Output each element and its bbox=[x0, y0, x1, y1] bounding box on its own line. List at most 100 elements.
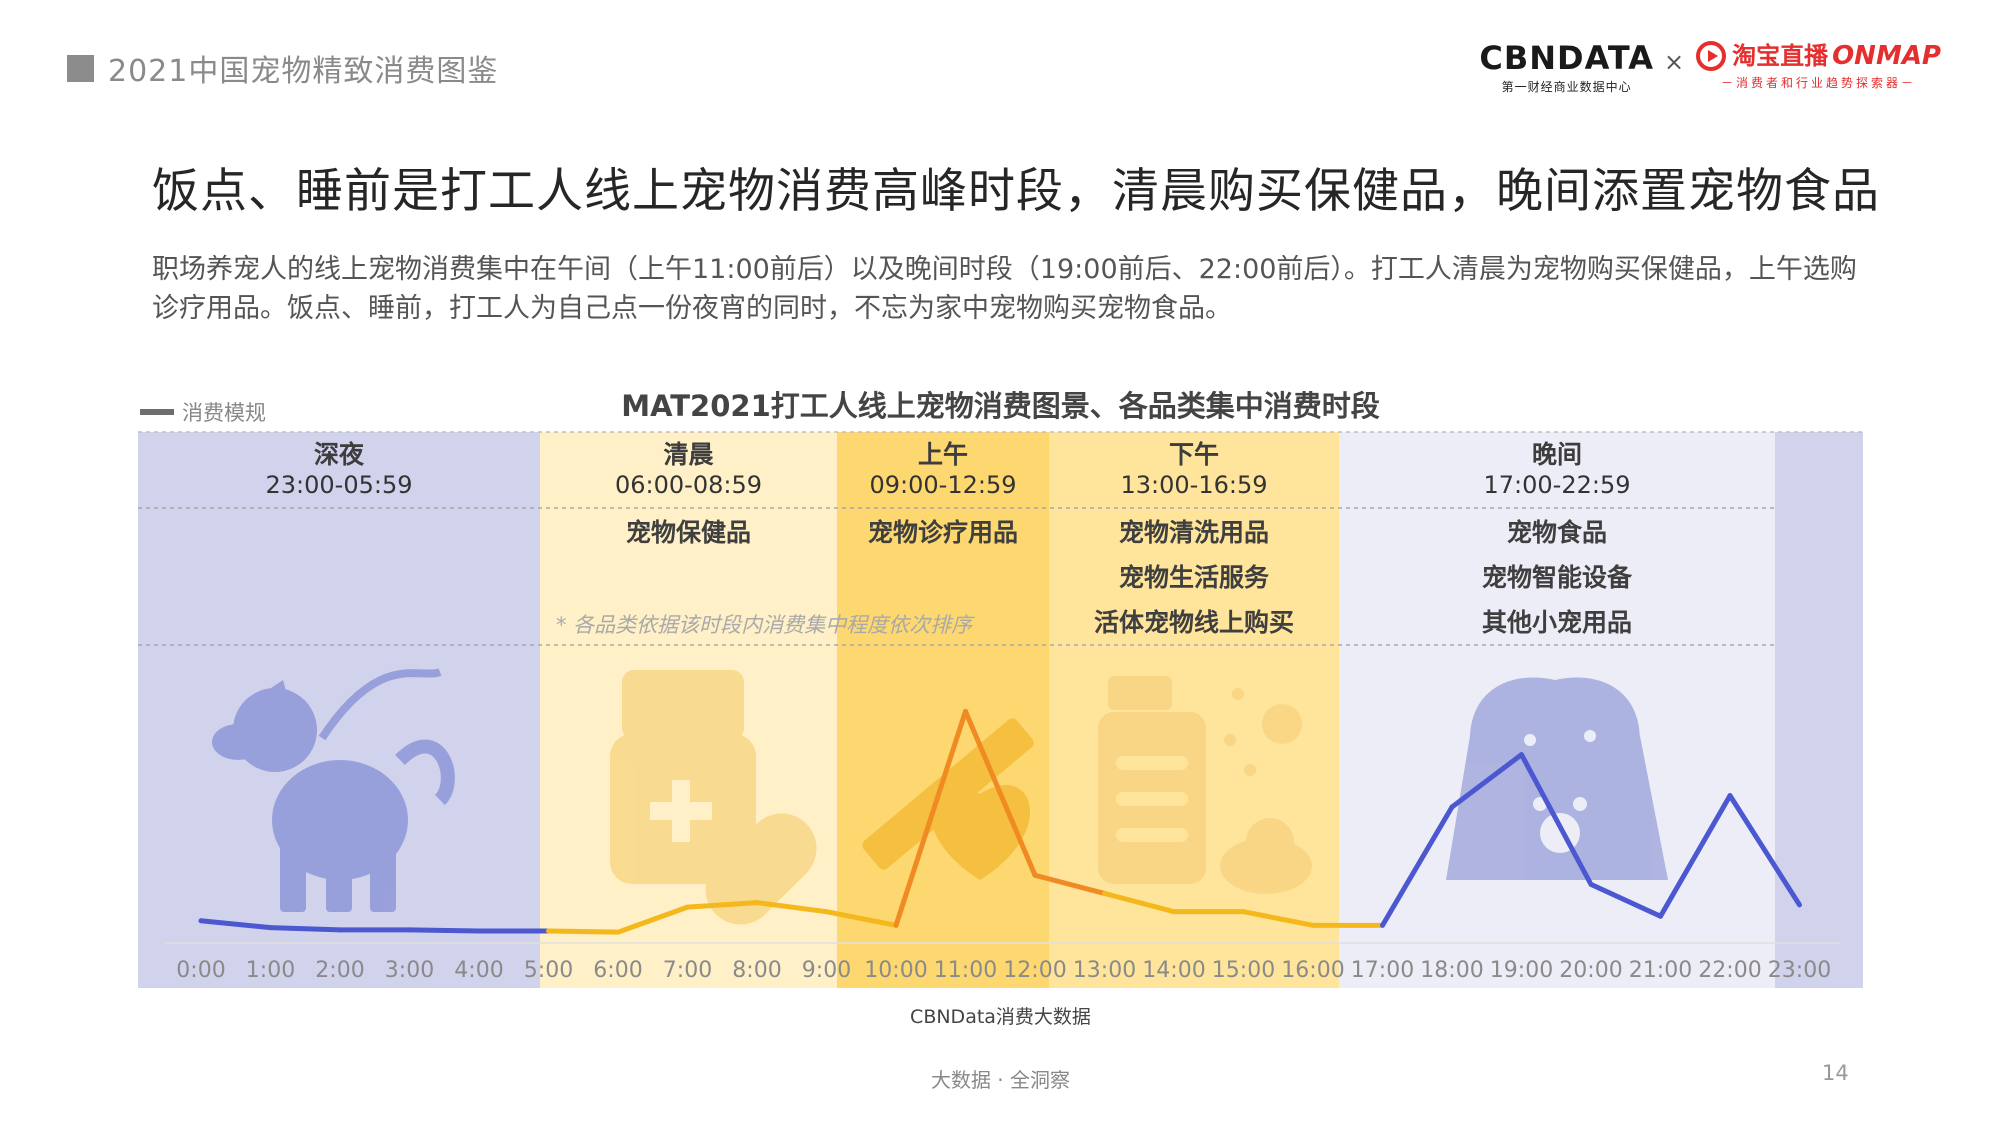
divider-lines bbox=[138, 431, 1863, 646]
x-tick-label: 12:00 bbox=[1003, 958, 1066, 983]
cbndata-wordmark: CBNDATA bbox=[1479, 39, 1654, 77]
x-tick-label: 18:00 bbox=[1420, 958, 1483, 983]
series-segment bbox=[1032, 872, 1107, 896]
series-line bbox=[198, 708, 1802, 935]
period-night: 深夜 23:00-05:59 bbox=[138, 440, 540, 500]
section-marker bbox=[67, 54, 94, 82]
series-segment bbox=[407, 927, 482, 934]
x-axis: 0:00 1:00 2:00 3:00 4:00 5:00 6:00 7:00 8:00 9:00… bbox=[165, 942, 1840, 983]
series-segment bbox=[268, 925, 343, 933]
category-item: 宠物清洗用品 bbox=[1118, 518, 1269, 547]
band-night-late bbox=[1775, 432, 1863, 988]
series-segment bbox=[1241, 909, 1316, 928]
x-tick-label: 11:00 bbox=[934, 958, 997, 983]
series-segment bbox=[1380, 804, 1455, 928]
x-tick-label: 8:00 bbox=[732, 958, 781, 983]
x-tick-label: 10:00 bbox=[864, 958, 927, 983]
series-segment bbox=[1588, 881, 1663, 919]
period-range: 23:00-05:59 bbox=[265, 471, 413, 499]
category-item: 其他小宠用品 bbox=[1481, 608, 1632, 637]
period-forenoon: 上午 09:00-12:59 bbox=[837, 440, 1049, 500]
period-evening: 晚间 17:00-22:59 bbox=[1339, 440, 1775, 500]
period-morning: 清晨 06:00-08:59 bbox=[540, 440, 837, 500]
supplement-bottle-icon bbox=[610, 670, 817, 925]
series-segment bbox=[546, 928, 621, 935]
x-tick-label: 4:00 bbox=[454, 958, 503, 983]
x-tick-label: 1:00 bbox=[246, 958, 295, 983]
page-number: 14 bbox=[1822, 1061, 1849, 1085]
x-tick-label: 13:00 bbox=[1073, 958, 1136, 983]
series-segment bbox=[754, 900, 829, 915]
category-item: 宠物诊疗用品 bbox=[867, 518, 1018, 547]
series-segment bbox=[685, 900, 760, 910]
x-tick-label: 23:00 bbox=[1768, 958, 1831, 983]
category-item: 宠物智能设备 bbox=[1481, 563, 1632, 592]
partner-logos: CBNDATA 第一财经商业数据中心 × 淘宝直播 ONMAP －消费者和行业趋… bbox=[1479, 40, 1941, 95]
x-tick-label: 19:00 bbox=[1490, 958, 1553, 983]
cbndata-logo: CBNDATA 第一财经商业数据中心 bbox=[1479, 40, 1654, 95]
band-forenoon bbox=[837, 432, 1049, 988]
onmap-wordmark: ONMAP bbox=[1832, 41, 1941, 71]
category-illustrations bbox=[212, 668, 1668, 925]
series-segment bbox=[615, 904, 690, 935]
series-segment bbox=[1658, 793, 1733, 919]
x-tick-label: 17:00 bbox=[1351, 958, 1414, 983]
onmap-subtitle: －消费者和行业趋势探索器－ bbox=[1721, 76, 1917, 90]
period-range: 09:00-12:59 bbox=[869, 471, 1017, 499]
x-tick-label: 15:00 bbox=[1212, 958, 1275, 983]
x-tick-label: 21:00 bbox=[1629, 958, 1692, 983]
category-list-afternoon: 宠物清洗用品 宠物生活服务 活体宠物线上购买 bbox=[1049, 510, 1339, 645]
x-tick-label: 20:00 bbox=[1559, 958, 1622, 983]
legend-label: 消费模规 bbox=[182, 401, 266, 425]
x-tick-label: 9:00 bbox=[802, 958, 851, 983]
x-tick-label: 2:00 bbox=[315, 958, 364, 983]
data-source: CBNData消费大数据 bbox=[910, 1006, 1091, 1028]
category-item: 宠物食品 bbox=[1506, 518, 1607, 547]
section-tag: 2021中国宠物精致消费图鉴 bbox=[67, 46, 498, 90]
chart-legend: 消费模规 bbox=[140, 397, 266, 427]
page-headline: 饭点、睡前是打工人线上宠物消费高峰时段，清晨购买保健品，晚间添置宠物食品 bbox=[152, 164, 1880, 219]
chart-title: MAT2021打工人线上宠物消费图景、各品类集中消费时段 bbox=[621, 389, 1380, 423]
x-tick-label: 3:00 bbox=[385, 958, 434, 983]
x-tick-label: 16:00 bbox=[1281, 958, 1344, 983]
category-list-morning: 宠物保健品 bbox=[540, 510, 837, 555]
period-range: 17:00-22:59 bbox=[1483, 471, 1631, 499]
cbndata-subtitle: 第一财经商业数据中心 bbox=[1501, 80, 1632, 94]
period-name: 深夜 bbox=[313, 440, 364, 469]
series-segment bbox=[1449, 752, 1524, 810]
x-tick-label: 5:00 bbox=[524, 958, 573, 983]
series-segment bbox=[1519, 752, 1594, 887]
period-name: 清晨 bbox=[663, 440, 714, 469]
play-icon bbox=[1696, 41, 1727, 71]
period-range: 13:00-16:59 bbox=[1120, 471, 1268, 499]
shampoo-bottle-icon bbox=[1098, 676, 1312, 894]
category-list-forenoon: 宠物诊疗用品 bbox=[837, 510, 1049, 555]
x-tick-label: 14:00 bbox=[1142, 958, 1205, 983]
taobao-live-logo: 淘宝直播 ONMAP －消费者和行业趋势探索器－ bbox=[1696, 40, 1941, 91]
series-segment bbox=[824, 909, 899, 928]
ranking-note: * 各品类依据该时段内消费集中程度依次排序 bbox=[556, 613, 973, 637]
legend-swatch bbox=[140, 409, 174, 415]
category-item: 宠物保健品 bbox=[625, 518, 751, 547]
period-name: 晚间 bbox=[1531, 440, 1582, 469]
series-segment bbox=[1727, 793, 1802, 908]
period-name: 上午 bbox=[917, 440, 968, 469]
category-item: 宠物生活服务 bbox=[1118, 563, 1269, 592]
dog-icon bbox=[212, 668, 455, 912]
category-list-evening: 宠物食品 宠物智能设备 其他小宠用品 bbox=[1339, 510, 1775, 645]
period-name: 下午 bbox=[1168, 440, 1219, 469]
period-range: 06:00-08:59 bbox=[615, 471, 762, 499]
taobao-live-wordmark: 淘宝直播 bbox=[1732, 42, 1829, 70]
category-item: 活体宠物线上购买 bbox=[1093, 608, 1294, 637]
x-tick-label: 7:00 bbox=[663, 958, 712, 983]
page-description: 职场养宠人的线上宠物消费集中在午间（上午11:00前后）以及晚间时段（19:00… bbox=[152, 254, 1857, 324]
series-segment bbox=[1102, 890, 1177, 915]
x-tick-label: 6:00 bbox=[593, 958, 642, 983]
times-sign: × bbox=[1663, 48, 1685, 76]
series-segment bbox=[893, 708, 968, 928]
period-afternoon: 下午 13:00-16:59 bbox=[1049, 440, 1339, 500]
x-tick-label: 22:00 bbox=[1698, 958, 1761, 983]
series-segment bbox=[198, 918, 273, 931]
x-tick-label: 0:00 bbox=[176, 958, 225, 983]
